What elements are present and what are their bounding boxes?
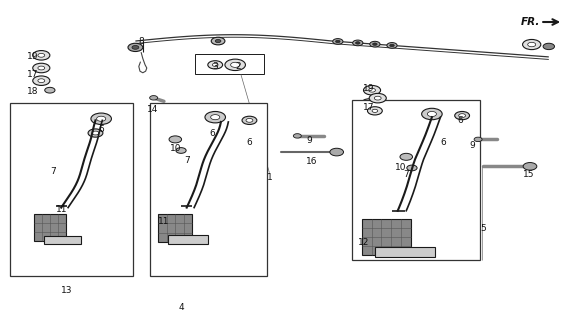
Circle shape: [427, 111, 437, 116]
Text: 6: 6: [441, 138, 446, 147]
Circle shape: [369, 93, 386, 103]
Circle shape: [45, 87, 55, 93]
Circle shape: [33, 63, 50, 73]
Circle shape: [230, 62, 240, 68]
Circle shape: [38, 66, 45, 70]
Circle shape: [523, 39, 541, 50]
Circle shape: [355, 42, 360, 44]
Circle shape: [128, 43, 143, 52]
Circle shape: [368, 88, 375, 92]
Text: 13: 13: [61, 285, 73, 295]
Bar: [375, 247, 435, 257]
Text: 15: 15: [523, 170, 535, 179]
Text: 11: 11: [158, 217, 170, 226]
Bar: [44, 236, 81, 244]
Text: 1: 1: [266, 173, 272, 182]
Text: 7: 7: [50, 167, 56, 176]
Circle shape: [169, 136, 182, 143]
Circle shape: [523, 163, 537, 170]
Circle shape: [362, 99, 376, 107]
Text: 8: 8: [138, 36, 144, 45]
Circle shape: [38, 79, 45, 83]
Circle shape: [372, 43, 377, 45]
Circle shape: [211, 37, 225, 45]
Text: 9: 9: [307, 136, 312, 146]
Text: 3: 3: [213, 62, 218, 71]
Circle shape: [336, 40, 340, 43]
Circle shape: [92, 131, 99, 135]
Bar: [362, 219, 410, 255]
Text: 16: 16: [307, 157, 318, 166]
Circle shape: [407, 165, 417, 171]
Text: 18: 18: [27, 87, 38, 96]
Circle shape: [366, 101, 372, 105]
Bar: [10, 103, 132, 276]
Text: 6: 6: [99, 125, 104, 134]
Circle shape: [459, 114, 465, 117]
Circle shape: [372, 109, 378, 112]
Text: 7: 7: [403, 170, 409, 179]
Circle shape: [97, 116, 106, 121]
Text: 10: 10: [170, 144, 181, 153]
Text: 2: 2: [236, 62, 241, 71]
Bar: [158, 214, 193, 243]
Circle shape: [211, 115, 220, 120]
Circle shape: [176, 148, 186, 153]
Circle shape: [33, 76, 50, 85]
Circle shape: [528, 42, 536, 47]
Circle shape: [474, 137, 482, 142]
Text: 5: 5: [480, 224, 486, 233]
Text: FR.: FR.: [521, 17, 540, 27]
Circle shape: [215, 39, 221, 43]
Circle shape: [543, 43, 555, 50]
Bar: [195, 54, 264, 74]
Circle shape: [246, 118, 253, 122]
Circle shape: [88, 129, 103, 137]
Circle shape: [132, 45, 139, 49]
Circle shape: [390, 44, 394, 47]
Circle shape: [213, 63, 218, 67]
Circle shape: [422, 108, 442, 120]
Text: 10: 10: [395, 164, 406, 172]
Bar: [168, 236, 209, 244]
Circle shape: [225, 59, 245, 70]
Circle shape: [374, 96, 381, 100]
Circle shape: [333, 39, 343, 44]
Circle shape: [242, 116, 257, 124]
Circle shape: [330, 148, 344, 156]
Text: 17: 17: [27, 70, 38, 79]
Bar: [352, 100, 480, 260]
Circle shape: [400, 153, 413, 160]
Text: 7: 7: [184, 156, 190, 164]
Circle shape: [38, 53, 45, 57]
Text: 4: 4: [178, 303, 184, 312]
Text: 17: 17: [363, 103, 375, 112]
Circle shape: [367, 107, 382, 115]
Text: 19: 19: [27, 52, 38, 61]
Text: 19: 19: [363, 84, 375, 93]
Circle shape: [293, 134, 301, 138]
Circle shape: [208, 61, 223, 69]
Circle shape: [352, 40, 363, 46]
Bar: [34, 214, 65, 241]
Text: 6: 6: [458, 116, 464, 125]
Bar: [150, 103, 266, 276]
Text: 9: 9: [469, 141, 474, 150]
Text: 11: 11: [56, 205, 67, 214]
Circle shape: [363, 85, 380, 95]
Text: 12: 12: [358, 238, 369, 247]
Circle shape: [150, 96, 158, 100]
Text: 14: 14: [147, 105, 158, 114]
Circle shape: [33, 51, 50, 60]
Circle shape: [387, 43, 397, 48]
Circle shape: [455, 111, 469, 120]
Circle shape: [205, 111, 226, 123]
Text: 6: 6: [210, 129, 215, 138]
Text: 6: 6: [246, 138, 252, 147]
Circle shape: [370, 41, 380, 47]
Circle shape: [91, 113, 111, 124]
